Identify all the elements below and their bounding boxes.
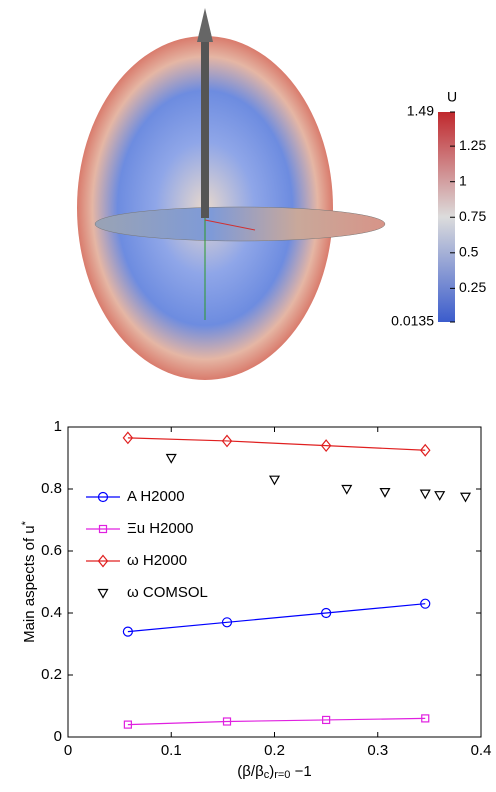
y-label-part: * bbox=[20, 520, 32, 525]
line-chart: 0 0.1 0.2 0.3 0.4 0 0.2 0.4 0.6 0.8 1 (β/βc)r=0 −1 M… bbox=[20, 418, 492, 781]
legend-label: ω H2000 bbox=[127, 552, 187, 569]
colorbar-title: U bbox=[447, 89, 457, 105]
x-axis-label: (β/βc)r=0 −1 bbox=[237, 763, 311, 781]
plot-area bbox=[67, 426, 482, 738]
marker bbox=[419, 489, 431, 500]
marker bbox=[420, 598, 431, 609]
legend-label: Ξu H2000 bbox=[127, 520, 193, 537]
marker bbox=[421, 714, 430, 723]
x-tick-label: 0.4 bbox=[471, 742, 492, 759]
y-tick-label: 0.6 bbox=[41, 542, 62, 559]
marker bbox=[459, 492, 472, 503]
x-tick-label: 0.2 bbox=[264, 742, 285, 759]
y-tick-label: 1 bbox=[54, 418, 62, 435]
marker bbox=[322, 715, 331, 725]
legend-label: ω COMSOL bbox=[127, 584, 208, 601]
colorbar-tick-label: 0.5 bbox=[459, 244, 479, 260]
marker bbox=[97, 491, 109, 503]
y-tick-label: 0 bbox=[54, 728, 62, 745]
x-tick-label: 0 bbox=[64, 742, 72, 759]
arrow-shaft bbox=[201, 40, 209, 218]
marker bbox=[122, 431, 134, 445]
colorbar-tick-label: 0.25 bbox=[459, 279, 486, 295]
colorbar-tick-label: 0.0135 bbox=[391, 313, 434, 329]
colorbar-tick-label: 1.49 bbox=[407, 103, 434, 119]
marker bbox=[434, 491, 446, 501]
marker bbox=[320, 439, 332, 453]
marker bbox=[98, 524, 108, 534]
marker bbox=[122, 626, 133, 637]
colorbar-tick-label: 1.25 bbox=[459, 137, 486, 153]
y-tick-label: 0.2 bbox=[41, 666, 62, 683]
marker bbox=[165, 453, 177, 464]
marker bbox=[221, 617, 233, 628]
axis-x bbox=[204, 219, 256, 231]
marker bbox=[419, 443, 431, 457]
marker bbox=[222, 717, 232, 726]
x-label-part: r=0 bbox=[274, 769, 290, 781]
x-tick-label: 0.1 bbox=[161, 742, 182, 759]
colorbar-bar bbox=[438, 112, 455, 322]
arrow-head bbox=[197, 8, 213, 42]
y-label-part: Main aspects of u bbox=[21, 525, 38, 643]
marker bbox=[221, 434, 233, 448]
colorbar-tick-label: 0.75 bbox=[459, 208, 486, 224]
disc bbox=[94, 206, 386, 242]
marker bbox=[97, 554, 109, 568]
x-label-part: −1 bbox=[290, 763, 311, 780]
series-line bbox=[127, 717, 426, 726]
marker bbox=[379, 488, 391, 498]
marker bbox=[123, 720, 132, 729]
x-tick-label: 0.3 bbox=[367, 742, 388, 759]
series-line bbox=[127, 603, 426, 633]
x-label-part: (β/β bbox=[237, 763, 264, 780]
render bbox=[77, 8, 386, 380]
x-label-part: ) bbox=[269, 763, 274, 780]
marker bbox=[321, 607, 332, 619]
colorbar-tick-label: 1 bbox=[459, 172, 467, 188]
marker bbox=[341, 484, 353, 495]
legend-label: A H2000 bbox=[127, 488, 185, 505]
colorbar: U 0.0135 0.25 0.5 0.75 1 1.25 1.49 bbox=[391, 89, 486, 329]
y-tick-label: 0.4 bbox=[41, 604, 62, 621]
marker bbox=[268, 475, 281, 486]
marker bbox=[97, 588, 109, 599]
x-label-part: c bbox=[264, 769, 270, 781]
y-axis-label: Main aspects of u* bbox=[20, 520, 38, 643]
y-tick-label: 0.8 bbox=[41, 480, 62, 497]
series-line bbox=[127, 437, 426, 451]
